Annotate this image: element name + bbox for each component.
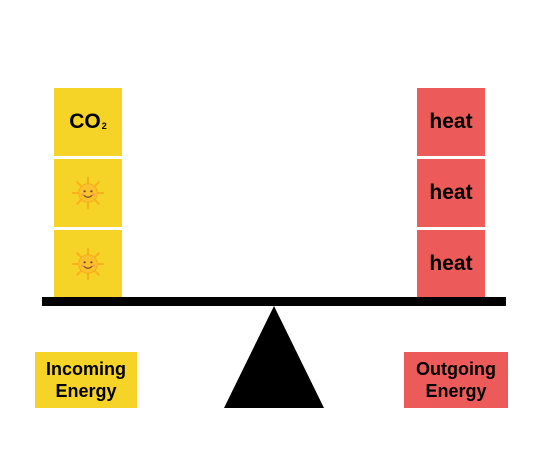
sun-block	[54, 230, 122, 298]
fulcrum-triangle	[224, 306, 324, 408]
outgoing-label-line2: Energy	[425, 381, 487, 401]
sun-icon	[71, 176, 105, 210]
incoming-energy-label: Incoming Energy	[35, 352, 137, 408]
sun-icon	[71, 247, 105, 281]
incoming-label-line1: Incoming	[46, 359, 126, 379]
co2-subscript: 2	[101, 121, 107, 131]
co2-text: CO	[69, 110, 101, 133]
incoming-label-line2: Energy	[55, 381, 117, 401]
heat-text: heat	[429, 181, 473, 204]
co2-block: CO 2	[54, 88, 122, 156]
outgoing-label-line1: Outgoing	[416, 359, 496, 379]
heat-block: heat	[417, 230, 485, 298]
heat-block: heat	[417, 88, 485, 156]
heat-text: heat	[429, 110, 473, 133]
heat-block: heat	[417, 159, 485, 227]
heat-text: heat	[429, 252, 473, 275]
sun-block	[54, 159, 122, 227]
outgoing-energy-label: Outgoing Energy	[404, 352, 508, 408]
balance-beam	[42, 297, 506, 306]
